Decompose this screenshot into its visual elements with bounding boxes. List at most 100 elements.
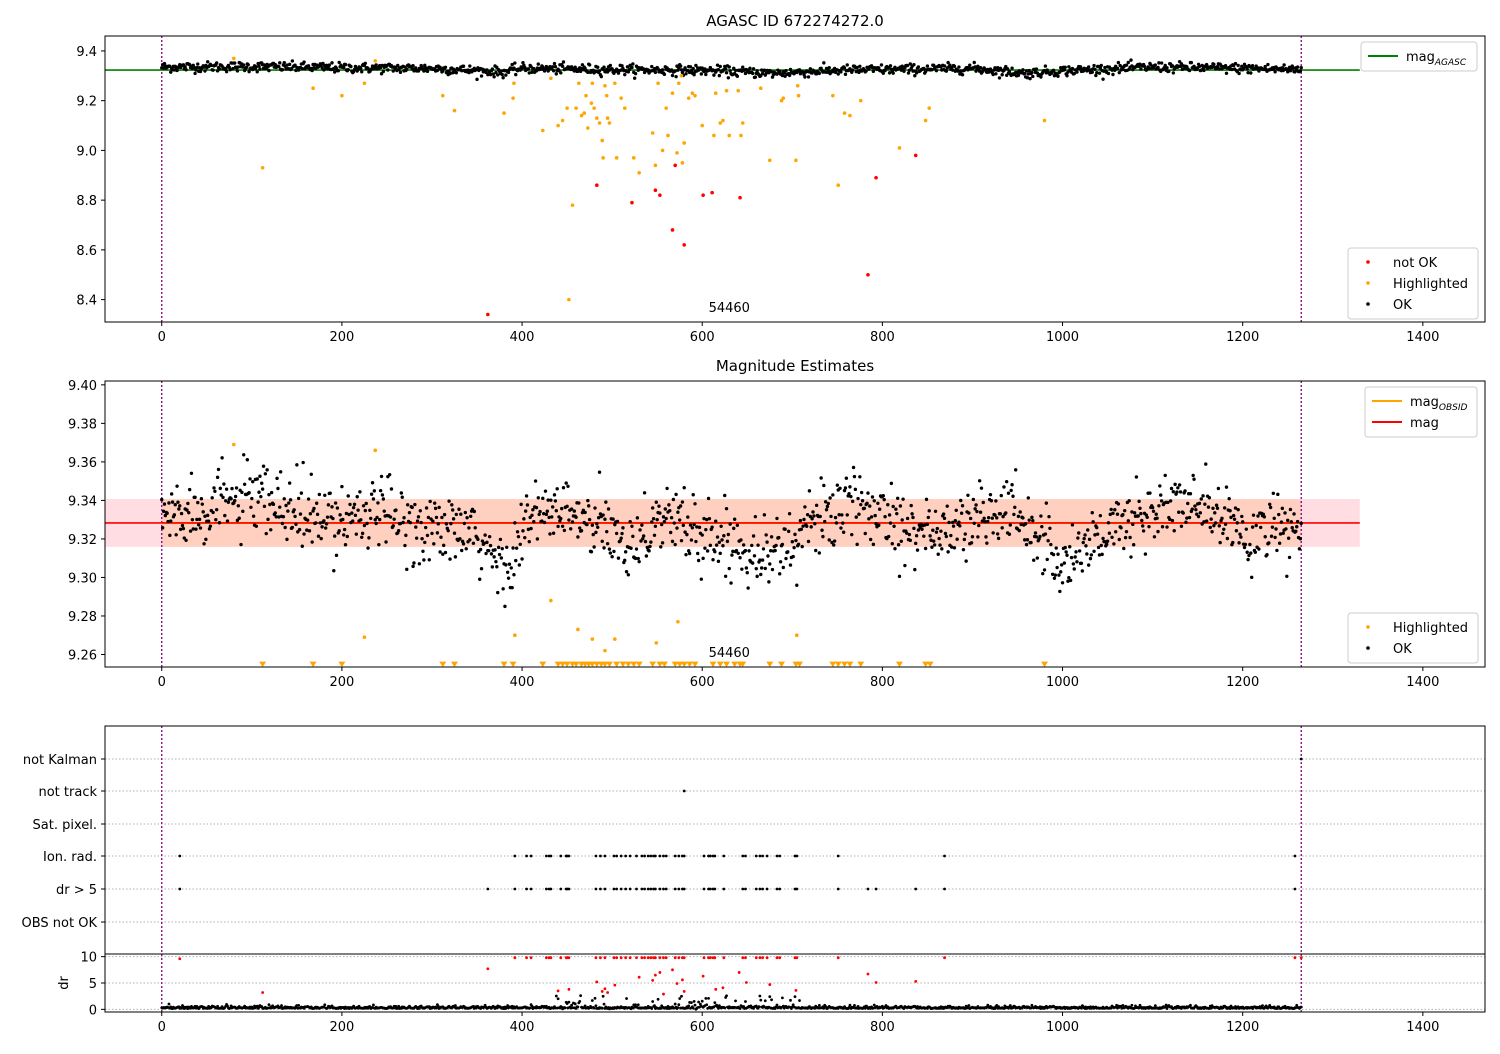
ok-point — [747, 549, 751, 553]
ok-point — [746, 586, 750, 590]
ok-point — [977, 479, 982, 483]
ok-point — [1145, 515, 1149, 520]
dr-not-ok-point — [559, 956, 563, 960]
ok-point — [337, 60, 341, 65]
ok-point — [326, 503, 331, 507]
ok-point — [305, 528, 309, 532]
ok-point — [1011, 494, 1015, 498]
ok-point — [1213, 511, 1217, 515]
highlighted-point — [590, 81, 595, 86]
ok-point — [1212, 523, 1216, 528]
ok-point — [823, 519, 827, 524]
ok-point — [521, 529, 525, 533]
flag-point — [1299, 757, 1303, 761]
flag-point — [646, 854, 650, 858]
panel-magnitude-xtick-label: 1200 — [1226, 675, 1259, 690]
ok-point — [511, 546, 515, 550]
ok-point — [211, 510, 215, 515]
ok-point — [787, 512, 792, 516]
flag-point — [628, 854, 632, 858]
ok-point — [1198, 511, 1203, 515]
dr-not-ok-point — [943, 956, 946, 960]
ok-point — [1106, 71, 1111, 76]
ok-point — [534, 69, 539, 73]
ok-point — [162, 502, 167, 506]
ok-point — [752, 554, 757, 558]
ok-point — [940, 547, 944, 551]
flag-point — [677, 887, 681, 891]
highlighted-offscale-marker — [895, 661, 903, 668]
flag-point — [486, 887, 490, 891]
ok-point — [982, 516, 986, 520]
ok-point — [780, 73, 785, 78]
ok-point — [866, 491, 870, 495]
ok-point — [552, 61, 557, 66]
agasc-legend-bottom-label: OK — [1393, 298, 1412, 313]
flag-point — [708, 854, 712, 858]
panel-magnitude-xtick-label: 400 — [510, 675, 535, 690]
ok-point — [1246, 557, 1250, 562]
highlighted-point — [660, 148, 665, 153]
ok-point — [591, 532, 595, 537]
ok-point — [943, 531, 948, 536]
not-ok-point — [486, 312, 490, 317]
ok-point — [510, 62, 514, 67]
ok-point — [762, 68, 767, 72]
ok-point — [973, 65, 977, 69]
ok-point — [520, 557, 524, 561]
ok-point — [874, 522, 878, 526]
highlighted-point — [676, 81, 681, 86]
highlighted-offscale-marker — [563, 661, 571, 668]
flag-point — [744, 854, 747, 858]
ok-point — [405, 67, 409, 71]
dr-ok-point — [592, 1006, 596, 1010]
dr-not-ok-point — [677, 956, 681, 960]
dr-ok-point — [435, 1006, 438, 1010]
dr-not-ok-point — [599, 956, 602, 960]
ok-point — [1184, 520, 1188, 524]
ok-point — [454, 512, 459, 517]
ok-point — [960, 73, 965, 77]
ok-point — [903, 563, 907, 568]
highlighted-point — [600, 138, 605, 143]
ok-point — [185, 508, 189, 512]
flag-point — [943, 887, 946, 891]
ok-point — [1112, 542, 1116, 546]
ok-point — [849, 494, 853, 499]
panel-magnitude-xtick-label: 1400 — [1406, 675, 1439, 690]
flag-point — [615, 887, 619, 891]
ok-point — [479, 566, 484, 571]
ok-point — [1163, 473, 1167, 478]
ok-point — [984, 535, 988, 539]
ok-point — [1160, 525, 1165, 529]
ok-point — [859, 502, 863, 507]
ok-point — [1224, 485, 1229, 489]
highlighted-point — [858, 98, 863, 103]
ok-point — [1040, 524, 1044, 529]
panel-agasc-xtick-label: 200 — [329, 330, 354, 345]
ok-point — [928, 534, 932, 538]
ok-point — [1139, 67, 1143, 71]
highlighted-offscale-marker — [660, 661, 668, 668]
ok-point — [451, 508, 455, 512]
ok-point — [950, 545, 954, 549]
panel-magnitude-xtick-label: 600 — [690, 675, 715, 690]
ok-point — [867, 517, 871, 521]
ok-point — [1210, 530, 1214, 534]
ok-point — [679, 68, 684, 72]
dr-not-ok-point — [744, 981, 748, 984]
flag-point — [653, 887, 657, 891]
highlighted-point — [1042, 118, 1047, 123]
dr-not-ok-point — [768, 983, 772, 986]
ok-point — [972, 60, 976, 65]
ok-point — [301, 460, 305, 465]
magnitude-legend-top-label: mag — [1410, 416, 1439, 431]
ok-point — [360, 531, 365, 536]
flag-point — [741, 854, 745, 858]
ok-point — [678, 64, 683, 68]
ok-point — [200, 502, 204, 506]
ok-point — [863, 531, 867, 536]
ok-point — [915, 548, 920, 552]
ok-point — [1176, 486, 1180, 490]
ok-point — [411, 63, 415, 68]
